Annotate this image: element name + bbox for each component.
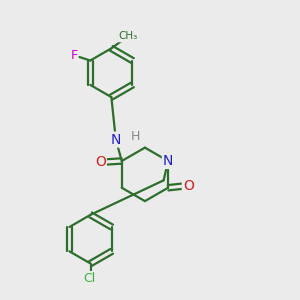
Text: F: F [70, 49, 77, 62]
Text: N: N [163, 154, 173, 168]
Text: CH₃: CH₃ [118, 32, 137, 41]
Text: H: H [130, 130, 140, 143]
Text: O: O [183, 179, 194, 193]
Text: N: N [111, 133, 121, 147]
Text: O: O [95, 155, 106, 170]
Text: Cl: Cl [83, 272, 95, 285]
